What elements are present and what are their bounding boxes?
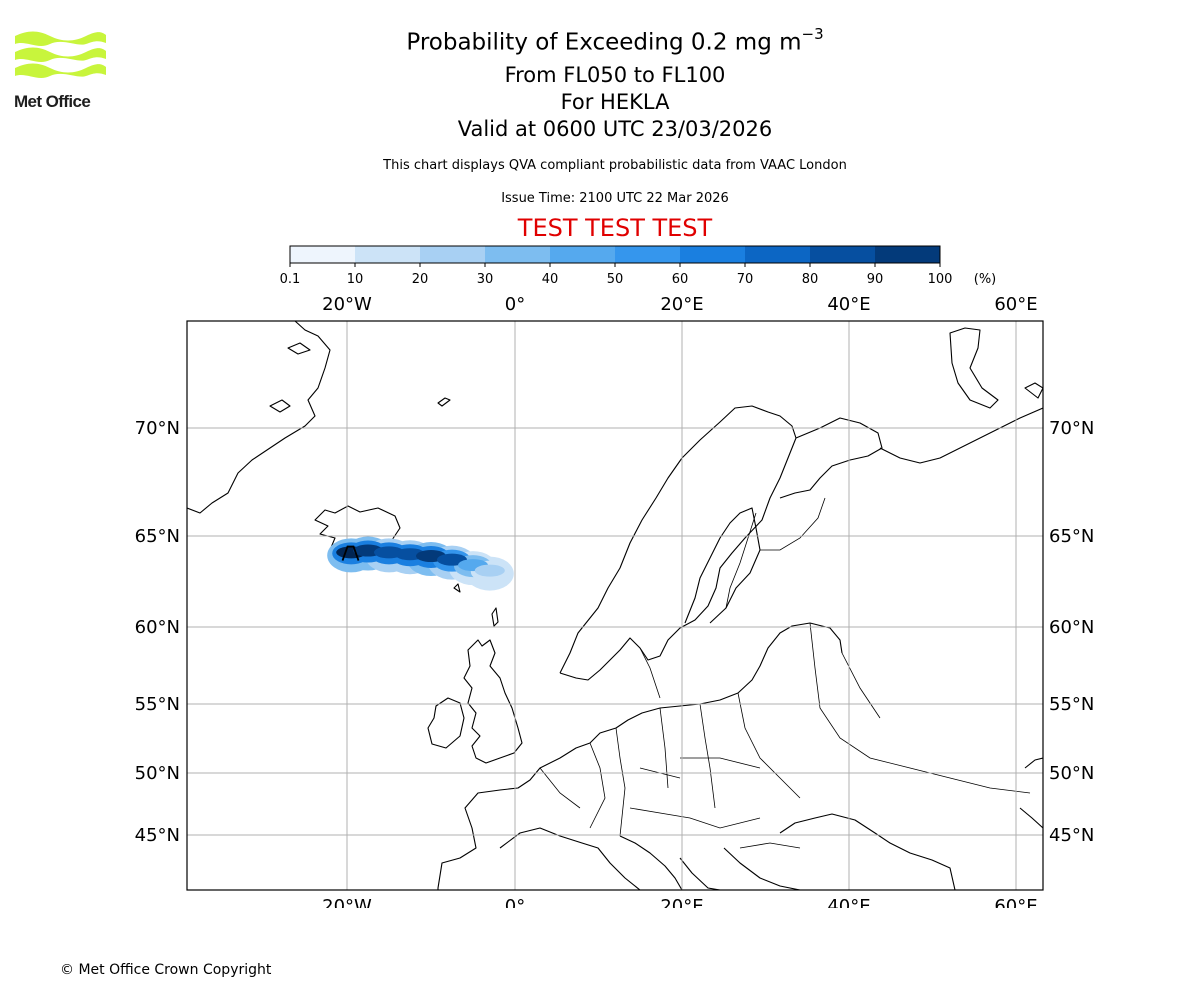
colorbar-tick-label: 20: [412, 272, 429, 287]
longitude-label: 20°W: [322, 896, 372, 908]
longitude-label: 60°E: [994, 896, 1037, 908]
probability-colorbar: 0.1 10 20 30 40 50 60 70 80 90 100 (%): [280, 245, 997, 287]
issue-time: Issue Time: 2100 UTC 22 Mar 2026: [501, 191, 729, 206]
longitude-label: 40°E: [827, 896, 870, 908]
colorbar-cell: [810, 246, 876, 263]
chart-title-exponent: −3: [801, 25, 824, 43]
latitude-label: 45°N: [135, 825, 180, 846]
coastline-sweden-finland: [559, 437, 797, 681]
colorbar-tick-label: 30: [477, 272, 494, 287]
latitude-labels-right: 70°N 65°N 60°N 55°N 50°N 45°N: [1049, 418, 1094, 846]
colorbar-tick-label: 80: [802, 272, 819, 287]
longitude-label: 0°: [505, 896, 525, 908]
coastline-svalbard: [437, 397, 451, 407]
coastline-gulf-bothnia: [684, 507, 761, 624]
chart-subtitle: This chart displays QVA compliant probab…: [383, 158, 847, 173]
colorbar-tick-label: 70: [737, 272, 754, 287]
copyright-notice: © Met Office Crown Copyright: [60, 962, 272, 978]
colorbar-cell: [680, 246, 746, 263]
coastline-italy: [619, 835, 683, 890]
longitude-labels-bottom: 20°W 0° 20°E 40°E 60°E: [322, 896, 1037, 908]
colorbar-tick-label: 90: [867, 272, 884, 287]
longitude-labels-top: 20°W 0° 20°E 40°E 60°E: [322, 294, 1037, 315]
coastline-continental-europe: [437, 727, 617, 890]
europe-map: 20°W 0° 20°E 40°E 60°E 20°W 0° 20°E 40°E 60°E 70…: [135, 294, 1095, 908]
longitude-label: 20°E: [660, 896, 703, 908]
colorbar-cell: [615, 246, 681, 263]
colorbar-tick-label: 10: [347, 272, 364, 287]
longitude-label: 0°: [505, 294, 525, 315]
latitude-label: 65°N: [135, 526, 180, 547]
met-office-logo-text: Met Office: [14, 92, 91, 111]
met-office-logo: Met Office: [14, 30, 110, 112]
latitude-label: 50°N: [135, 763, 180, 784]
chart-title-text: Probability of Exceeding 0.2 mg m: [406, 29, 802, 56]
colorbar-cell: [290, 246, 356, 263]
plume-core: [474, 564, 505, 577]
flight-level-range: From FL050 to FL100: [504, 63, 726, 87]
colorbar-tick-label: 0.1: [280, 272, 301, 287]
colorbar-cell: [745, 246, 811, 263]
latitude-label: 70°N: [1049, 418, 1094, 439]
colorbar-cell: [550, 246, 616, 263]
coastline-norway: [559, 405, 797, 674]
latitude-label: 45°N: [1049, 825, 1094, 846]
coastline-shetland: [491, 607, 499, 627]
latitude-label: 60°N: [135, 617, 180, 638]
coastline-black-sea: [779, 813, 956, 890]
graticule: [187, 321, 1043, 890]
longitude-label: 20°E: [660, 294, 703, 315]
map-frame: [186, 320, 1044, 891]
map-background: [187, 321, 1043, 890]
longitude-label: 40°E: [827, 294, 870, 315]
coastline-mediterranean: [499, 827, 641, 890]
colorbar-unit-label: (%): [974, 272, 997, 287]
colorbar-cell: [355, 246, 421, 263]
coastline-balkans: [679, 847, 801, 890]
colorbar-cell: [875, 246, 941, 263]
coastline-greenland-isl: [269, 342, 311, 413]
latitude-label: 60°N: [1049, 617, 1094, 638]
coastline-novaya-zemlya: [949, 327, 999, 409]
colorbar-cell: [420, 246, 486, 263]
colorbar-tick-label: 50: [607, 272, 624, 287]
test-banner: TEST TEST TEST: [517, 214, 713, 242]
coastline-white-sea: [879, 407, 1043, 464]
coastline-greenland: [187, 321, 331, 514]
latitude-labels-left: 70°N 65°N 60°N 55°N 50°N 45°N: [135, 418, 180, 846]
latitude-label: 65°N: [1049, 526, 1094, 547]
valid-time: Valid at 0600 UTC 23/03/2026: [457, 117, 773, 141]
coastline-great-britain: [463, 639, 523, 764]
volcano-triangle: [341, 545, 360, 561]
latitude-label: 55°N: [1049, 694, 1094, 715]
coastline-ireland: [427, 697, 465, 749]
volcano-marker-icon: [341, 545, 360, 561]
coastline-caspian: [1019, 757, 1043, 829]
longitude-label: 20°W: [322, 294, 372, 315]
volcano-name: For HEKLA: [560, 90, 670, 114]
coastline-baltic-south: [615, 622, 843, 729]
colorbar-tick-label: 60: [672, 272, 689, 287]
met-office-waves-icon: [15, 31, 106, 78]
colorbar-tick-label: 100: [928, 272, 953, 287]
coastline-faroes: [453, 583, 461, 593]
latitude-label: 70°N: [135, 418, 180, 439]
coastline-yamal: [1024, 382, 1043, 399]
chart-title: Probability of Exceeding 0.2 mg m−3: [0, 25, 1200, 56]
coastlines: [187, 321, 1043, 890]
coastline-kola: [779, 417, 883, 499]
colorbar-tick-label: 40: [542, 272, 559, 287]
longitude-label: 60°E: [994, 294, 1037, 315]
colorbar-cell: [485, 246, 551, 263]
latitude-label: 55°N: [135, 694, 180, 715]
latitude-label: 50°N: [1049, 763, 1094, 784]
